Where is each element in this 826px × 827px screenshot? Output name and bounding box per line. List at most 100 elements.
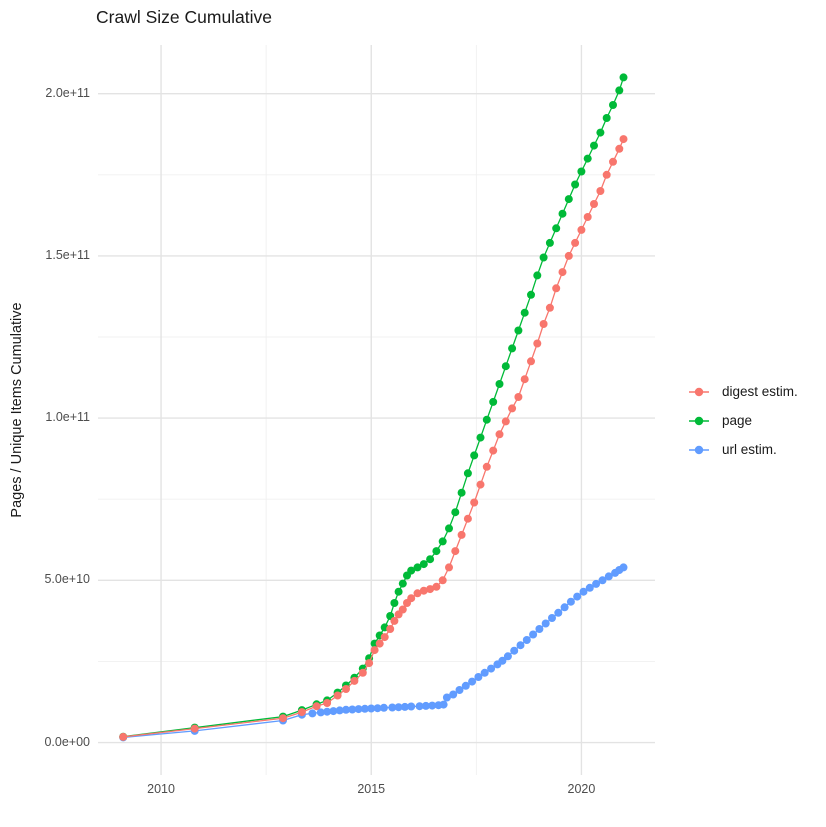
data-point <box>379 703 388 712</box>
data-point <box>489 397 498 406</box>
y-tick-label: 2.0e+11 <box>45 85 90 100</box>
data-point <box>573 592 582 601</box>
data-point <box>428 701 437 710</box>
data-point <box>457 530 466 539</box>
data-point <box>413 589 422 598</box>
data-point <box>323 707 332 716</box>
data-point <box>480 668 489 677</box>
data-point <box>449 690 458 699</box>
data-point <box>365 659 374 668</box>
data-point <box>487 664 496 673</box>
legend-item-url-estim: url estim. <box>688 435 798 464</box>
data-point <box>604 572 613 581</box>
data-point <box>476 433 485 442</box>
data-point <box>323 699 332 707</box>
data-point <box>474 673 483 681</box>
data-point <box>514 393 523 401</box>
legend-item-label: page <box>722 413 753 428</box>
data-point <box>455 686 464 694</box>
data-point <box>501 362 510 371</box>
data-point <box>545 303 554 312</box>
data-point <box>482 462 491 471</box>
data-point <box>558 268 567 277</box>
data-point <box>333 691 342 700</box>
data-point <box>451 547 460 556</box>
data-point <box>373 704 382 713</box>
data-point <box>119 732 128 741</box>
data-point <box>571 238 580 247</box>
data-point <box>503 652 512 661</box>
data-point <box>367 704 376 713</box>
data-point <box>579 587 588 596</box>
data-point <box>619 135 628 144</box>
data-point <box>564 195 573 204</box>
data-point <box>348 705 357 714</box>
data-point <box>438 576 447 585</box>
data-point <box>439 700 448 709</box>
data-point <box>279 714 287 723</box>
data-point <box>590 141 598 150</box>
data-point <box>566 597 575 606</box>
data-point <box>413 563 422 572</box>
data-point <box>533 271 542 280</box>
data-point <box>592 579 601 588</box>
legend-key-url-icon <box>689 445 709 454</box>
legend-item-label: url estim. <box>722 442 777 457</box>
data-point <box>386 625 395 633</box>
data-point <box>520 308 529 317</box>
data-point <box>442 693 451 702</box>
data-point <box>552 284 561 293</box>
data-point <box>407 594 416 603</box>
data-point <box>350 676 359 685</box>
data-point <box>583 213 592 221</box>
x-tick-label: 2015 <box>357 782 386 796</box>
data-point <box>375 639 384 648</box>
data-point <box>545 238 554 247</box>
data-point <box>552 224 561 233</box>
data-point <box>501 417 510 426</box>
data-point <box>541 619 550 628</box>
data-point <box>577 225 586 234</box>
data-point <box>510 646 519 655</box>
data-point <box>558 209 567 218</box>
data-point <box>463 469 472 478</box>
legend: digest estim. page url estim. <box>688 377 798 464</box>
data-point <box>426 585 435 594</box>
data-point <box>615 86 624 95</box>
data-point <box>407 566 416 575</box>
data-point <box>527 357 535 366</box>
data-point <box>495 430 504 439</box>
data-point <box>527 290 535 299</box>
data-point <box>432 547 441 556</box>
data-point <box>451 508 460 517</box>
data-point <box>342 685 350 693</box>
data-point <box>470 451 479 460</box>
legend-item-page: page <box>688 406 798 435</box>
data-point <box>583 154 592 163</box>
data-point <box>308 709 317 718</box>
data-point <box>432 582 441 591</box>
data-point <box>394 587 403 596</box>
data-point <box>297 708 306 717</box>
data-point <box>342 705 350 714</box>
data-point <box>419 586 428 595</box>
data-point <box>596 128 605 137</box>
y-tick-label: 0.0e+00 <box>44 734 90 749</box>
y-tick-label: 1.5e+11 <box>45 247 90 262</box>
data-point <box>564 251 573 260</box>
legend-item-digest-estim: digest estim. <box>688 377 798 406</box>
data-point <box>495 380 504 388</box>
data-point <box>407 702 416 711</box>
data-point <box>535 625 544 633</box>
series-page <box>119 73 628 741</box>
data-point <box>388 703 397 712</box>
data-point <box>358 668 367 677</box>
data-point <box>498 656 507 665</box>
data-point <box>419 560 428 569</box>
data-point <box>390 599 399 607</box>
data-point <box>482 415 491 424</box>
data-point <box>316 708 325 717</box>
x-tick-label: 2020 <box>567 782 596 796</box>
